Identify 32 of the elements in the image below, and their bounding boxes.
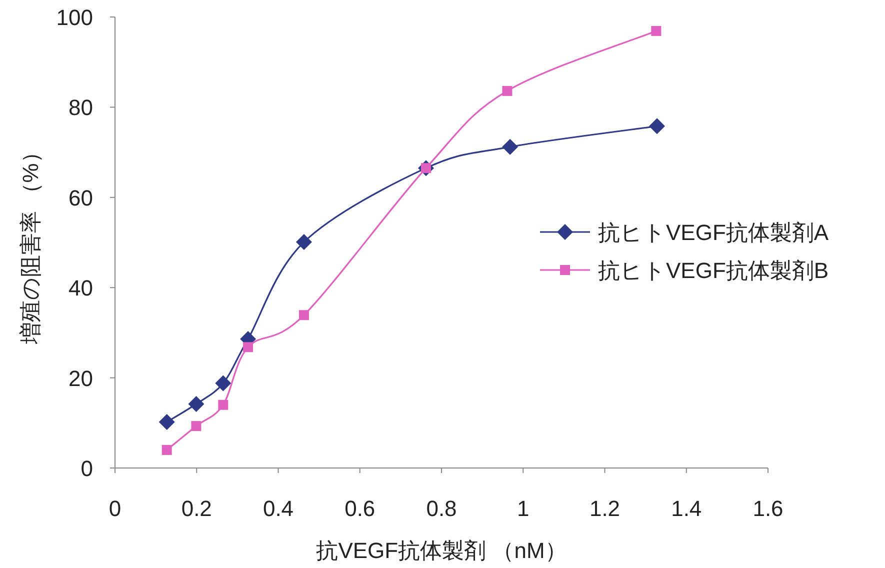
legend-label: 抗ヒトVEGF抗体製剤A xyxy=(598,220,829,245)
y-tick-label: 40 xyxy=(68,276,93,301)
y-tick-label: 80 xyxy=(68,95,93,120)
y-tick-label: 20 xyxy=(68,366,93,391)
y-tick-label: 0 xyxy=(80,456,93,481)
x-axis-title: 抗VEGF抗体製剤 （nM） xyxy=(316,538,567,563)
y-tick-label: 60 xyxy=(68,185,93,210)
point xyxy=(218,400,228,410)
y-axis-title: 増殖の阻害率 （%） xyxy=(18,141,43,345)
point xyxy=(502,86,512,96)
legend-label: 抗ヒトVEGF抗体製剤B xyxy=(598,258,829,283)
x-tick-label: 1.4 xyxy=(671,496,702,521)
point xyxy=(651,26,662,36)
point xyxy=(243,342,254,352)
point xyxy=(191,421,202,432)
point xyxy=(158,414,175,430)
point xyxy=(215,375,232,392)
x-tick-label: 0.6 xyxy=(344,496,376,521)
point xyxy=(298,310,309,320)
x-tick-label: 1.2 xyxy=(589,496,620,521)
x-tick-label: 1.6 xyxy=(752,496,784,521)
x-tick-label: 0 xyxy=(108,496,122,521)
y-tick-label: 100 xyxy=(56,5,93,30)
point xyxy=(188,396,204,412)
x-tick-label: 0.4 xyxy=(262,496,294,521)
point xyxy=(502,138,518,155)
x-tick-label: 1 xyxy=(517,496,530,521)
x-tick-label: 0.2 xyxy=(181,496,212,521)
x-tick-label: 0.8 xyxy=(426,496,457,521)
point xyxy=(648,118,665,134)
point xyxy=(162,444,172,455)
point xyxy=(296,234,312,250)
